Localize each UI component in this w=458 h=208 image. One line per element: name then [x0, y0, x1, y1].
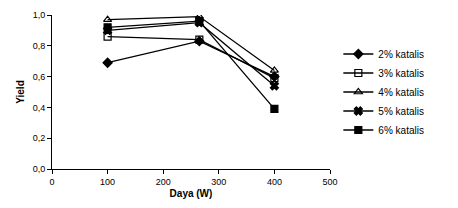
svg-text:5% katalis: 5% katalis: [378, 106, 424, 117]
svg-text:0,2: 0,2: [33, 133, 46, 143]
svg-text:0,8: 0,8: [33, 41, 46, 51]
svg-text:0,6: 0,6: [33, 72, 46, 82]
svg-text:300: 300: [211, 177, 226, 187]
svg-text:Daya (W): Daya (W): [170, 188, 213, 199]
svg-text:200: 200: [156, 177, 171, 187]
svg-text:100: 100: [100, 177, 115, 187]
svg-text:0,0: 0,0: [33, 164, 46, 174]
svg-text:2% katalis: 2% katalis: [378, 49, 424, 60]
svg-text:3% katalis: 3% katalis: [378, 68, 424, 79]
svg-text:0: 0: [49, 177, 54, 187]
svg-text:400: 400: [267, 177, 282, 187]
svg-text:1,0: 1,0: [33, 10, 46, 20]
svg-text:500: 500: [322, 177, 337, 187]
svg-text:Yield: Yield: [15, 80, 26, 104]
svg-text:4% katalis: 4% katalis: [378, 87, 424, 98]
svg-text:0,4: 0,4: [33, 103, 46, 113]
svg-text:6% katalis: 6% katalis: [378, 125, 424, 136]
